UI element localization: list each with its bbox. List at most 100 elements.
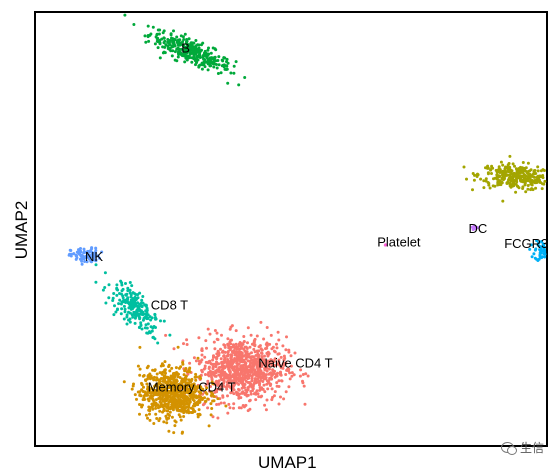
cell-point (272, 363, 276, 367)
cell-point (146, 322, 150, 326)
cell-point (254, 373, 258, 377)
cell-point (266, 387, 270, 391)
cell-point (119, 279, 123, 283)
cell-point (513, 164, 516, 168)
cell-point (383, 243, 387, 247)
cell-point (244, 374, 248, 378)
cell-point (219, 387, 223, 391)
cell-point (252, 340, 256, 344)
cell-point (279, 395, 282, 399)
cell-point (301, 381, 305, 385)
cell-point (158, 56, 162, 60)
cell-point (194, 63, 197, 67)
cell-point (157, 392, 161, 396)
cell-point (275, 384, 279, 388)
cell-point (163, 368, 167, 372)
cell-point (188, 52, 192, 56)
cell-point (175, 40, 179, 44)
cell-point (123, 307, 127, 311)
cell-point (198, 384, 202, 388)
cell-point (289, 354, 293, 358)
cell-point (240, 386, 244, 390)
cell-point (164, 380, 168, 384)
cell-point (306, 374, 310, 378)
cell-point (119, 312, 123, 316)
cell-point (176, 43, 180, 47)
cell-point (484, 177, 488, 181)
cell-point (499, 160, 503, 164)
cell-point (162, 392, 166, 396)
cell-point (142, 374, 146, 377)
cell-point (248, 398, 252, 402)
cell-point (168, 369, 172, 373)
cell-point (168, 43, 172, 47)
cell-point (260, 386, 264, 390)
cell-point (145, 316, 149, 320)
cell-point (214, 48, 218, 52)
cell-point (209, 402, 213, 406)
cell-point (139, 394, 143, 398)
cell-point (223, 356, 227, 360)
cell-point (234, 329, 238, 333)
cell-point (170, 377, 174, 381)
cell-point (539, 246, 543, 250)
cell-point (107, 283, 111, 287)
cell-point (175, 392, 179, 396)
cell-point (223, 345, 227, 349)
cell-point (194, 389, 198, 393)
cell-point (118, 298, 122, 302)
cell-point (509, 176, 513, 180)
cell-point (146, 24, 150, 28)
cell-point (252, 358, 256, 362)
cell-point (91, 255, 95, 259)
cell-point (188, 361, 192, 365)
cell-point (226, 342, 230, 346)
cell-point (496, 181, 500, 185)
cell-point (191, 41, 195, 45)
cell-point (540, 187, 544, 191)
cell-point (188, 400, 192, 403)
cell-point (146, 390, 150, 394)
cell-point (123, 13, 127, 17)
cell-point (511, 162, 515, 166)
cell-point (226, 337, 230, 341)
cell-point (536, 259, 540, 262)
cell-point (205, 386, 209, 390)
cell-point (173, 424, 177, 428)
cell-point (232, 392, 236, 396)
cell-point (179, 47, 183, 51)
cell-point (252, 347, 256, 351)
cell-point (207, 424, 211, 428)
cell-point (185, 338, 189, 342)
cell-point (241, 380, 244, 384)
cell-point (526, 187, 530, 191)
cell-point (148, 315, 152, 319)
cell-point (173, 419, 177, 423)
cell-point (267, 352, 271, 356)
cell-point (142, 385, 145, 389)
cell-point (241, 376, 245, 380)
cell-point (107, 296, 111, 300)
cell-point (86, 249, 90, 253)
cell-point (263, 361, 267, 365)
cell-point (471, 172, 475, 175)
cell-point (167, 416, 171, 420)
cell-point (94, 246, 98, 250)
cell-point (247, 376, 251, 380)
cluster-naive-cd4-t (164, 320, 310, 420)
cell-point (163, 387, 167, 391)
cell-point (222, 401, 226, 405)
cell-point (206, 382, 210, 386)
cell-point (159, 377, 163, 380)
cell-point (112, 292, 116, 295)
cell-point (279, 355, 283, 359)
cell-point (202, 60, 206, 64)
cell-point (168, 47, 172, 51)
cell-point (116, 307, 119, 311)
cell-point (230, 353, 234, 357)
cluster-label: NK (85, 249, 103, 264)
cell-point (215, 389, 219, 393)
cell-point (188, 49, 192, 53)
cell-point (104, 301, 108, 305)
plot-frame (34, 11, 548, 447)
